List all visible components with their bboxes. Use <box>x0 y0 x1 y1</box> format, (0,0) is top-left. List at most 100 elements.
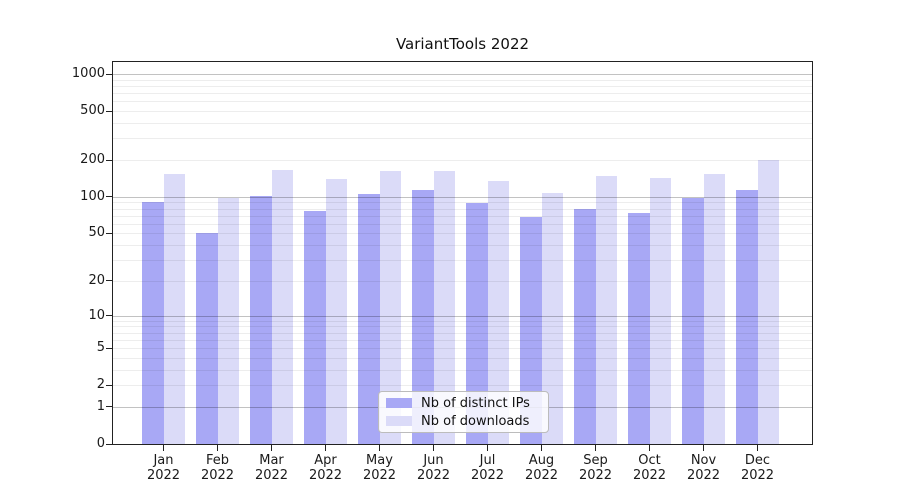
x-tick-mark-jul <box>487 445 488 451</box>
x-tick-mark-jan <box>163 445 164 451</box>
x-tick-label-year: 2022 <box>578 468 613 483</box>
x-tick-label-month: Dec <box>744 453 771 468</box>
bar-distinct-ips-may <box>358 194 380 444</box>
gridline-minor-400 <box>113 123 812 124</box>
x-tick-label-year: 2022 <box>632 468 667 483</box>
bar-distinct-ips-feb <box>196 233 218 444</box>
legend-entry-downloads: Nb of downloads <box>386 414 541 429</box>
gridline-minor-50 <box>113 233 812 235</box>
gridline-minor-500 <box>113 111 812 113</box>
bar-downloads-sep <box>595 176 617 444</box>
x-tick-label-jul: Jul 2022 <box>458 453 518 483</box>
x-tick-label-month: May <box>366 453 393 468</box>
y-tick-label-10: 10 <box>88 307 105 323</box>
x-tick-label-month: Nov <box>690 453 717 468</box>
y-tick-label-50: 50 <box>88 225 105 241</box>
grid-layer <box>113 62 812 444</box>
x-tick-label-month: Aug <box>528 453 555 468</box>
bar-downloads-dec <box>757 159 779 444</box>
x-tick-mark-feb <box>217 445 218 451</box>
bars-layer <box>113 62 812 444</box>
x-tick-label-year: 2022 <box>470 468 505 483</box>
x-tick-label-mar: Mar 2022 <box>242 453 302 483</box>
y-tick-mark-20 <box>106 280 112 282</box>
gridline-minor-6 <box>113 339 812 341</box>
y-tick-label-1: 1 <box>96 398 105 414</box>
bar-distinct-ips-mar <box>250 195 272 444</box>
gridline-minor-200 <box>113 160 812 161</box>
x-tick-label-jan: Jan 2022 <box>134 453 194 483</box>
x-tick-mark-may <box>379 445 380 451</box>
gridline-minor-40 <box>113 245 812 247</box>
y-tick-mark-1000 <box>106 73 112 75</box>
legend-swatch-distinct-ips <box>386 398 412 408</box>
x-tick-label-year: 2022 <box>686 468 721 483</box>
x-tick-mark-aug <box>541 445 542 451</box>
x-tick-label-feb: Feb 2022 <box>188 453 248 483</box>
y-tick-label-0: 0 <box>96 436 105 451</box>
bar-distinct-ips-apr <box>304 210 326 444</box>
gridline-minor-3 <box>113 369 812 371</box>
bar-downloads-nov <box>703 173 725 444</box>
gridline-major-10 <box>113 315 812 317</box>
plot-area <box>112 61 813 445</box>
gridline-minor-4 <box>113 357 812 359</box>
x-tick-label-aug: Aug 2022 <box>512 453 572 483</box>
x-tick-label-month: Mar <box>259 453 284 468</box>
bar-downloads-oct <box>649 177 671 444</box>
gridline-minor-30 <box>113 260 812 262</box>
gridline-major-100 <box>113 196 812 198</box>
gridline-minor-8 <box>113 326 812 328</box>
gridline-minor-20 <box>113 280 812 282</box>
y-tick-mark-100 <box>106 196 112 198</box>
x-tick-label-year: 2022 <box>740 468 775 483</box>
y-tick-mark-10 <box>106 315 112 317</box>
x-tick-mark-sep <box>595 445 596 451</box>
x-tick-mark-nov <box>703 445 704 451</box>
bar-distinct-ips-jan <box>142 202 164 444</box>
x-tick-label-may: May 2022 <box>350 453 410 483</box>
x-tick-label-month: Jun <box>423 453 444 468</box>
bar-downloads-jun <box>433 171 455 444</box>
gridline-minor-9 <box>113 320 812 322</box>
y-tick-mark-500 <box>106 110 112 112</box>
x-tick-mark-mar <box>271 445 272 451</box>
bar-downloads-apr <box>325 179 347 444</box>
gridline-minor-60 <box>113 223 812 225</box>
x-tick-label-oct: Oct 2022 <box>620 453 680 483</box>
x-tick-label-jun: Jun 2022 <box>404 453 464 483</box>
x-tick-label-month: Oct <box>638 453 661 468</box>
legend-swatch-downloads <box>386 416 412 426</box>
bar-distinct-ips-nov <box>682 197 704 444</box>
gridline-minor-5 <box>113 348 812 349</box>
gridline-minor-2 <box>113 385 812 387</box>
bar-distinct-ips-jul <box>466 203 488 444</box>
gridline-minor-90 <box>113 202 812 204</box>
y-tick-mark-50 <box>106 232 112 234</box>
x-tick-mark-apr <box>325 445 326 451</box>
bar-distinct-ips-dec <box>736 189 758 444</box>
x-tick-label-month: Sep <box>583 453 608 468</box>
y-tick-label-5: 5 <box>96 340 105 355</box>
bar-downloads-aug <box>541 192 563 444</box>
x-tick-label-year: 2022 <box>146 468 181 483</box>
gridline-minor-800 <box>113 85 812 87</box>
legend: Nb of distinct IPs Nb of downloads <box>378 391 549 433</box>
x-tick-label-year: 2022 <box>524 468 559 483</box>
gridline-minor-80 <box>113 208 812 210</box>
y-tick-mark-200 <box>106 159 112 161</box>
x-tick-label-year: 2022 <box>254 468 289 483</box>
gridline-minor-900 <box>113 79 812 81</box>
y-tick-label-2: 2 <box>96 377 105 393</box>
bar-distinct-ips-sep <box>574 208 596 444</box>
chart-title: VariantTools 2022 <box>395 35 530 53</box>
bar-downloads-mar <box>271 169 293 444</box>
bar-downloads-jan <box>163 173 185 444</box>
y-tick-label-100: 100 <box>80 188 105 204</box>
x-tick-label-year: 2022 <box>362 468 397 483</box>
y-tick-label-1000: 1000 <box>71 66 105 81</box>
y-tick-label-200: 200 <box>80 152 105 167</box>
x-tick-label-sep: Sep 2022 <box>566 453 626 483</box>
bar-distinct-ips-aug <box>520 217 542 444</box>
